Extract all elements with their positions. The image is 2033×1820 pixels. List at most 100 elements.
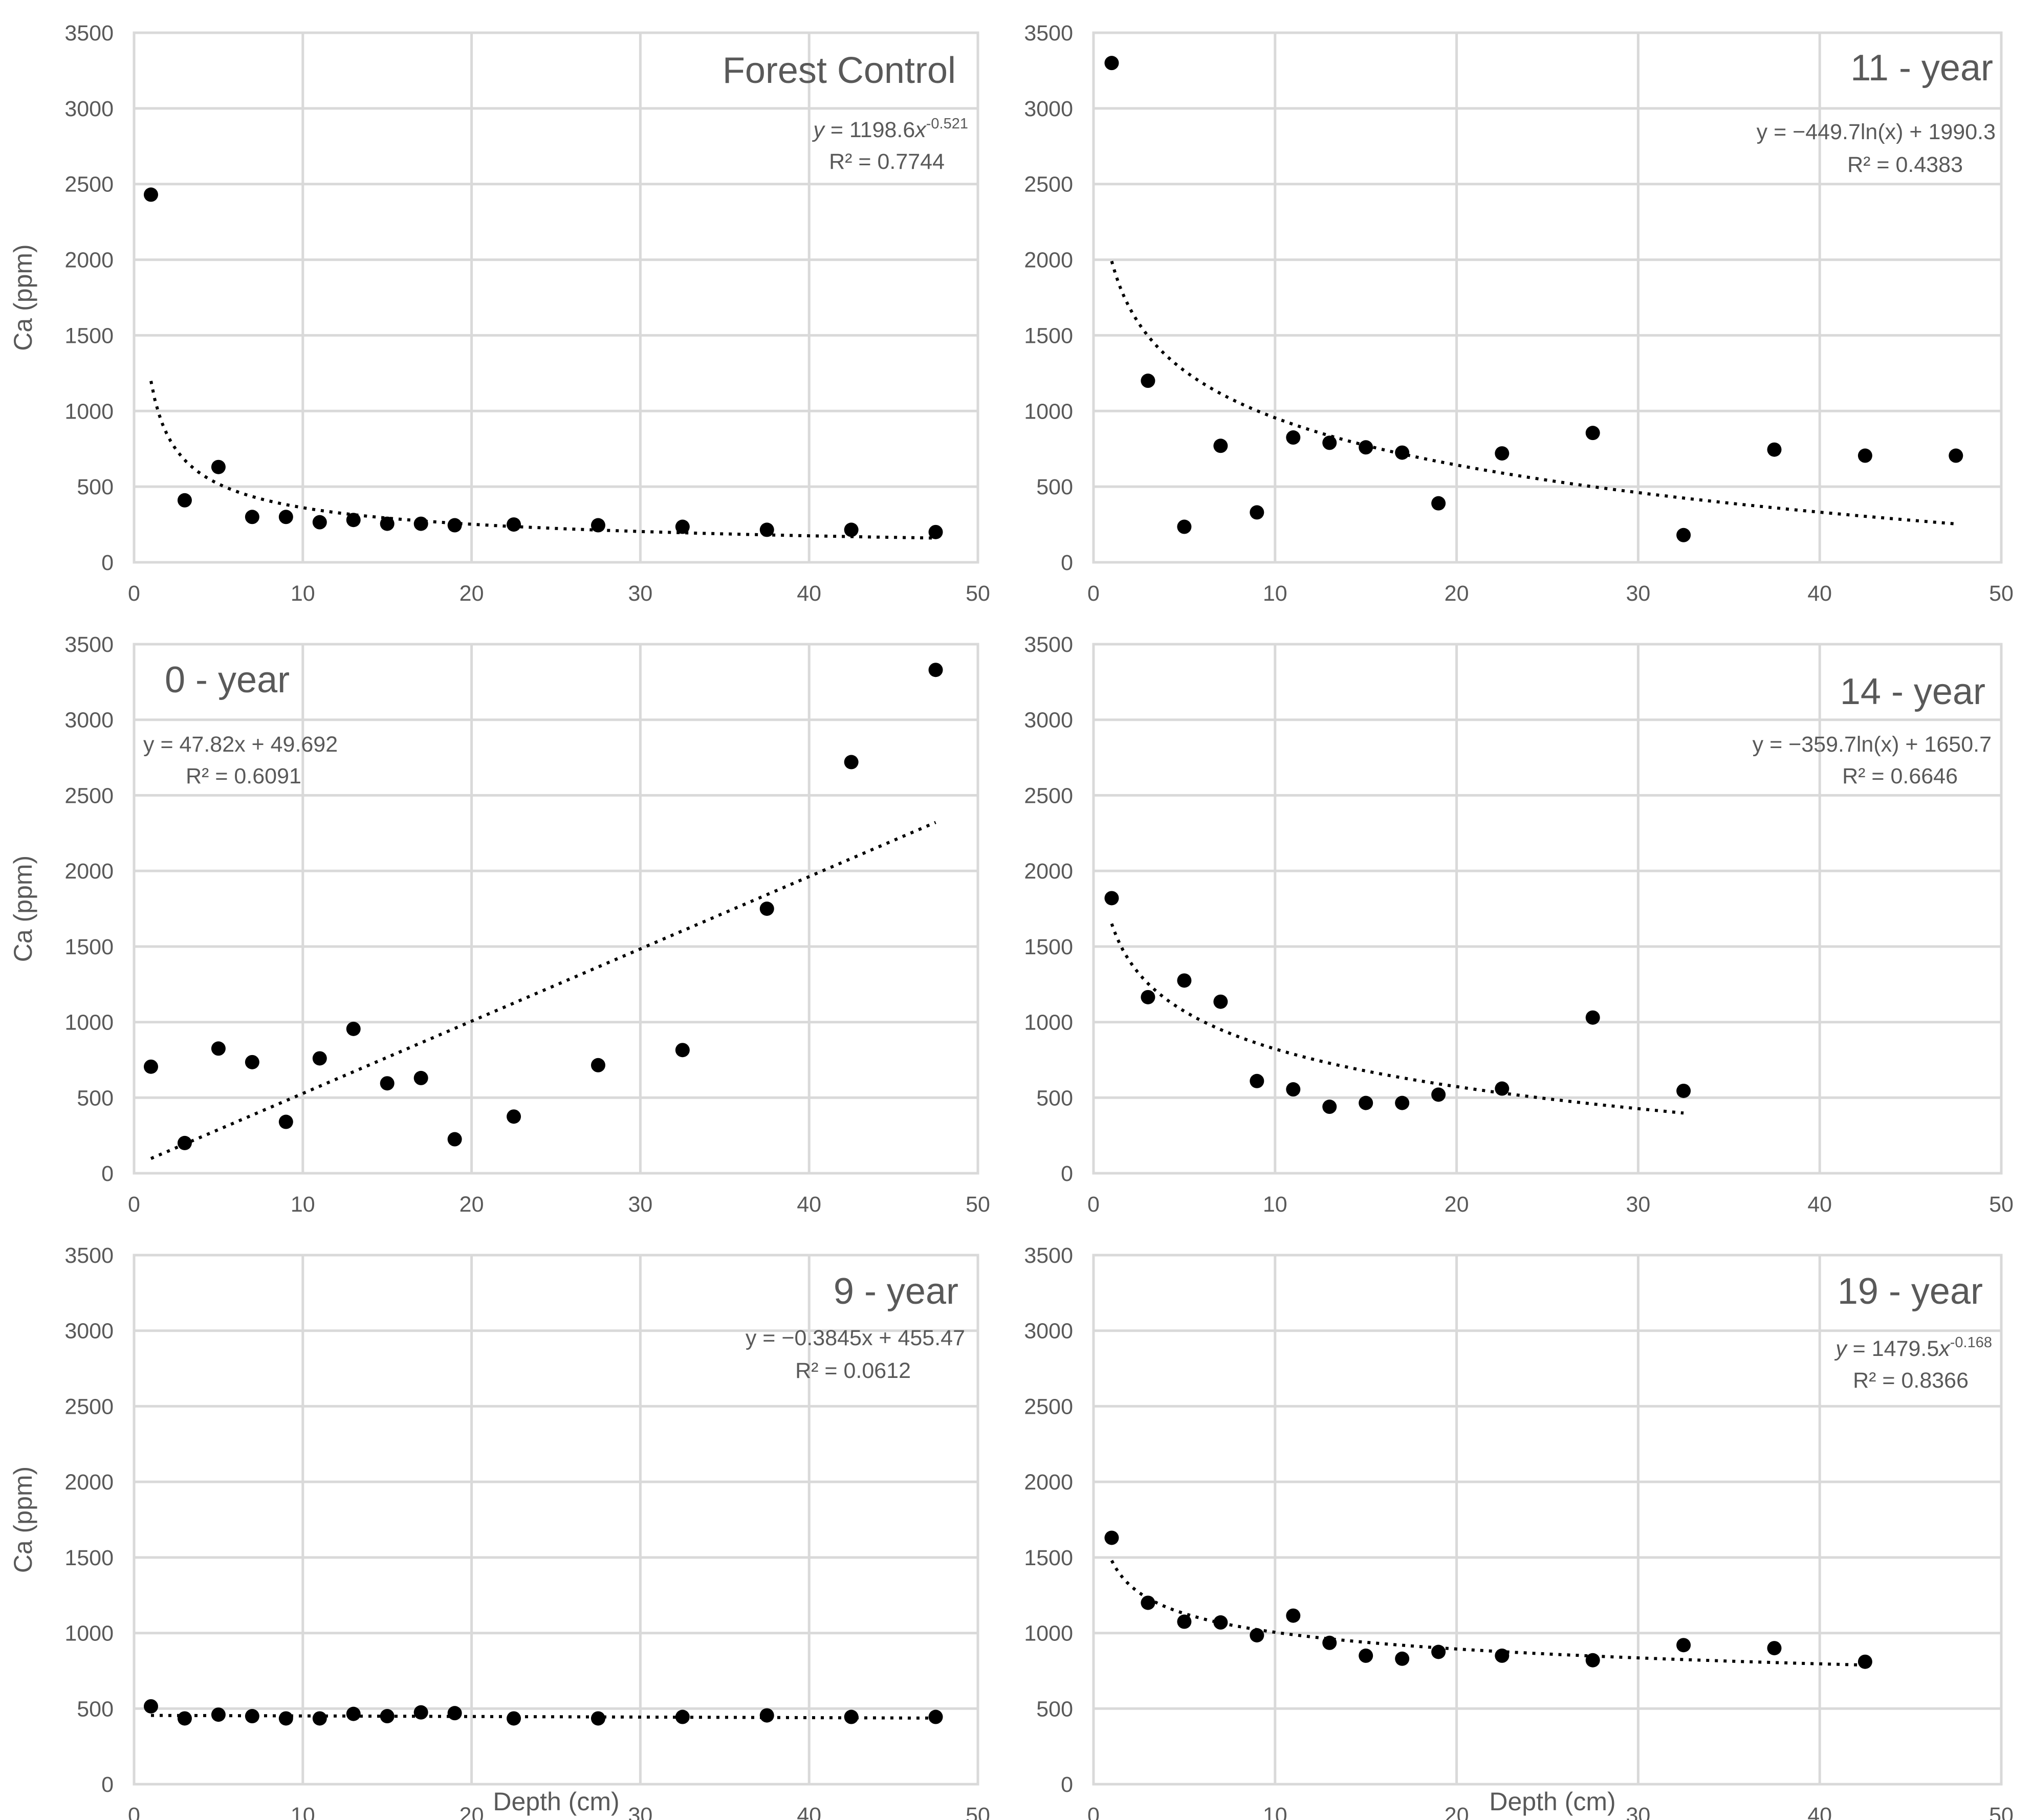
chart-0-year: 0 500 1000 1500 2000 2500 3000 3500 0 10 20 30 40 50 C…	[9, 632, 990, 1217]
chart-0-year-xtick-label: 50	[966, 1192, 990, 1217]
chart-19-year-xtick-label: 50	[1989, 1803, 2014, 1820]
chart-11-year-point	[1141, 374, 1155, 388]
chart-forest-control-point	[844, 522, 859, 537]
chart-14-year-point	[1676, 1083, 1691, 1098]
chart-forest-control-xtick-label: 10	[291, 581, 315, 606]
chart-14-year-ytick-label: 2000	[1024, 859, 1073, 884]
chart-9-year-point	[591, 1711, 605, 1726]
chart-14-year-point	[1322, 1100, 1337, 1114]
chart-9-year: 0 500 1000 1500 2000 2500 3000 3500 0 10 20 30 40 50 C…	[9, 1243, 990, 1820]
chart-19-year-point	[1177, 1614, 1192, 1629]
chart-forest-control-point	[312, 515, 327, 530]
chart-11-year-point	[1495, 446, 1510, 461]
chart-0-year-point	[312, 1051, 327, 1066]
chart-forest-control-point	[928, 524, 943, 539]
chart-0-year-point	[380, 1076, 395, 1091]
chart-14-year-xtick-label: 20	[1445, 1192, 1469, 1217]
chart-0-year-title: 0 - year	[165, 660, 290, 700]
chart-9-year-point	[759, 1708, 774, 1723]
chart-11-year-title: 11 - year	[1850, 48, 1993, 89]
chart-19-year-xtick-label: 20	[1445, 1803, 1469, 1820]
chart-11-year-xtick-label: 50	[1989, 581, 2014, 606]
chart-forest-control-xtick-label: 50	[966, 581, 990, 606]
chart-9-year-ytick-label: 1000	[64, 1621, 114, 1646]
chart-14-year-point	[1250, 1073, 1264, 1088]
chart-forest-control-xtick-label: 30	[628, 581, 652, 606]
chart-14-year-ytick-label: 1000	[1024, 1011, 1073, 1035]
chart-14-year-point	[1213, 994, 1228, 1009]
chart-19-year-ytick-label: 0	[1061, 1772, 1073, 1797]
chart-11-year-point	[1177, 519, 1192, 534]
chart-19-year-xlabel: Depth (cm)	[1489, 1787, 1615, 1816]
chart-19-year-ytick-label: 2000	[1024, 1470, 1073, 1495]
chart-11-year-plot-area	[1092, 31, 2003, 564]
chart-19-year-point	[1495, 1648, 1510, 1663]
chart-forest-control-point	[591, 518, 605, 533]
chart-9-year-ytick-label: 0	[101, 1772, 114, 1797]
chart-14-year-ytick-label: 1500	[1024, 935, 1073, 959]
chart-forest-control-ylabel: Ca (ppm)	[9, 244, 37, 350]
chart-9-year-ytick-label: 3500	[64, 1243, 114, 1268]
chart-forest-control-point	[245, 510, 259, 524]
chart-19-year-equation: y = 1479.5x-0.168	[1834, 1334, 1992, 1361]
chart-forest-control-point	[759, 522, 774, 537]
chart-9-year-point	[143, 1699, 158, 1714]
chart-14-year-title: 14 - year	[1840, 671, 1985, 712]
chart-11-year-point	[1857, 448, 1872, 463]
chart-9-year-plot-area	[133, 1254, 979, 1786]
chart-forest-control-ytick-label: 3500	[64, 21, 114, 46]
chart-forest-control-xtick-label: 40	[797, 581, 821, 606]
chart-14-year-ytick-label: 3000	[1024, 708, 1073, 733]
chart-19-year-xtick-label: 10	[1263, 1803, 1287, 1820]
chart-19-year-xtick-label: 40	[1807, 1803, 1832, 1820]
chart-9-year-xtick-label: 20	[460, 1803, 484, 1820]
chart-9-year-ytick-label: 2500	[64, 1394, 114, 1419]
chart-0-year-trendline	[150, 821, 936, 1160]
chart-11-year-ytick-label: 2000	[1024, 248, 1073, 273]
chart-0-year-ytick-label: 2500	[64, 783, 114, 808]
chart-forest-control-xtick-label: 0	[128, 581, 140, 606]
chart-19-year-point	[1141, 1595, 1155, 1610]
chart-9-year-xtick-label: 50	[966, 1803, 990, 1820]
chart-11-year-ytick-label: 1500	[1024, 323, 1073, 348]
chart-0-year-point	[447, 1132, 462, 1147]
chart-0-year-point	[413, 1070, 428, 1085]
chart-forest-control-point	[211, 459, 226, 474]
chart-19-year-point	[1322, 1635, 1337, 1650]
chart-0-year-ytick-label: 2000	[64, 859, 114, 884]
chart-19-year-ytick-label: 3000	[1024, 1319, 1073, 1344]
chart-11-year-trendline	[1110, 260, 1956, 525]
chart-19-year-point	[1585, 1653, 1600, 1668]
chart-0-year-ytick-label: 1500	[64, 935, 114, 959]
chart-14-year-ytick-label: 3500	[1024, 632, 1073, 657]
chart-0-year-xtick-label: 40	[797, 1192, 821, 1217]
chart-19-year-ytick-label: 2500	[1024, 1394, 1073, 1419]
chart-9-year-equation: y = −0.3845x + 455.47	[746, 1326, 965, 1350]
chart-11-year-ytick-label: 3000	[1024, 97, 1073, 121]
chart-14-year-ytick-label: 2500	[1024, 783, 1073, 808]
chart-forest-control-point	[413, 516, 428, 531]
chart-14-year-point	[1359, 1095, 1373, 1110]
chart-19-year-point	[1676, 1638, 1691, 1653]
chart-11-year-point	[1359, 440, 1373, 455]
chart-9-year-xtick-label: 40	[797, 1803, 821, 1820]
chart-14-year-trendline	[1110, 923, 1684, 1115]
chart-9-year-ytick-label: 500	[77, 1697, 114, 1721]
chart-forest-control-plot-area	[133, 31, 979, 564]
chart-forest-control-point	[507, 517, 521, 532]
chart-11-year-r-squared: R² = 0.4383	[1847, 152, 1963, 177]
chart-11-year-point	[1250, 505, 1264, 520]
chart-14-year-point	[1177, 973, 1192, 988]
chart-0-year-point	[211, 1041, 226, 1056]
chart-forest-control-point	[447, 518, 462, 533]
chart-9-year-title: 9 - year	[834, 1271, 958, 1312]
chart-0-year-point	[844, 755, 859, 770]
chart-forest-control-r-squared: R² = 0.7744	[829, 149, 945, 174]
chart-forest-control-ytick-label: 500	[77, 475, 114, 499]
chart-9-year-ylabel: Ca (ppm)	[9, 1466, 37, 1573]
chart-14-year-point	[1141, 990, 1155, 1004]
chart-11-year-point	[1322, 435, 1337, 450]
chart-11-year-xtick-label: 30	[1626, 581, 1650, 606]
chart-9-year-point	[844, 1709, 859, 1724]
chart-0-year-point	[675, 1043, 690, 1058]
